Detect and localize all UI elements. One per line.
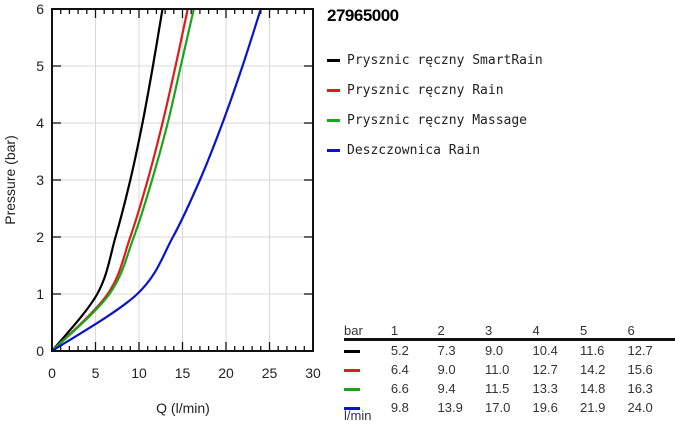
x-axis-title: Q (l/min) [156,400,210,416]
y-tick-label: 6 [36,1,44,17]
table-cell: 9.0 [437,362,456,377]
x-tick-label: 25 [262,365,278,381]
row-swatch [344,369,360,373]
legend-swatch [327,148,340,152]
y-tick-label: 3 [36,172,44,188]
table-row: 6.6 9.4 11.5 13.3 14.8 16.3 [344,379,675,398]
table-row: 6.4 9.0 11.0 12.7 14.2 15.6 [344,360,675,379]
table-cell: 12.7 [627,343,653,358]
flow-table: bar 1 2 3 4 5 6 5.2 7.3 9.0 10.4 11.6 12… [344,322,675,417]
chart-title: 27965000 [327,6,399,25]
table-cell: 6.6 [390,381,409,396]
curves [51,8,262,352]
ticks: 0 5 10 15 20 25 30 0 1 2 3 4 5 6 [36,1,321,381]
table-cell: 7.3 [437,343,456,358]
table-header-label: bar [344,322,391,341]
table-header-cell: 5 [580,322,628,341]
y-tick-label: 0 [36,343,44,359]
x-tick-label: 15 [175,365,191,381]
row-swatch [344,407,360,411]
table-cell: 19.6 [532,400,558,415]
table-header-cell: 3 [485,322,533,341]
table-cell: 11.6 [580,343,605,358]
table-cell: 13.3 [532,381,558,396]
legend-item: Deszczownica Rain [327,135,543,165]
table-cell: 14.2 [580,362,606,377]
table-cell: 21.9 [580,400,606,415]
row-swatch-cell [344,340,391,361]
table-header-cell: 4 [532,322,580,341]
grid [52,9,313,351]
table-header-cell: 6 [627,322,675,341]
legend-swatch [327,118,340,122]
series-line-2 [51,8,195,352]
table-cell: 9.8 [390,400,409,415]
table-cell: 6.4 [390,362,409,377]
x-tick-label: 30 [305,365,321,381]
series-line-0 [51,8,164,352]
y-tick-label: 5 [36,58,44,74]
row-swatch-cell [344,360,391,379]
x-tick-label: 20 [218,365,234,381]
table-cell: 5.2 [390,343,409,358]
x-tick-label: 5 [92,365,100,381]
legend-label: Prysznic ręczny Massage [347,112,528,128]
table-cell: 11.5 [485,381,510,396]
table-cell: 9.4 [437,381,456,396]
table-cell: 15.6 [627,362,653,377]
legend-label: Prysznic ręczny SmartRain [347,52,543,68]
row-swatch-cell [344,379,391,398]
y-axis-title: Pressure (bar) [2,135,18,224]
table-header-cell: 1 [390,322,438,341]
table-header-cell: 2 [437,322,486,341]
y-tick-label: 2 [36,229,44,245]
table-cell: 16.3 [627,381,653,396]
table-cell: 11.0 [485,362,510,377]
table-row: 9.8 13.9 17.0 19.6 21.9 24.0 [344,398,675,417]
row-swatch [344,388,360,392]
table-cell: 12.7 [532,362,558,377]
row-swatch [344,350,360,354]
series-line-1 [51,8,189,352]
legend-item: Prysznic ręczny Massage [327,105,543,135]
legend-swatch [327,58,340,62]
y-tick-label: 4 [36,115,44,131]
legend-label: Prysznic ręczny Rain [347,82,504,98]
table-cell: 9.0 [485,343,504,358]
legend-swatch [327,88,340,92]
table-cell: 13.9 [437,400,463,415]
legend-item: Prysznic ręczny SmartRain [327,45,543,75]
table-cell: 14.8 [580,381,606,396]
legend-label: Deszczownica Rain [347,142,481,158]
legend-item: Prysznic ręczny Rain [327,75,543,105]
row-swatch-cell [344,398,391,417]
series-line-3 [51,8,262,352]
y-tick-label: 1 [36,286,44,302]
table-row: 5.2 7.3 9.0 10.4 11.6 12.7 [344,340,675,361]
legend: Prysznic ręczny SmartRain Prysznic ręczn… [327,45,543,165]
table-cell: 24.0 [627,400,653,415]
table-header-row: bar 1 2 3 4 5 6 [344,322,675,341]
table-unit-label: l/min [344,408,372,423]
x-tick-label: 10 [131,365,147,381]
x-tick-label: 0 [48,365,56,381]
table-cell: 10.4 [532,343,558,358]
table-cell: 17.0 [485,400,511,415]
